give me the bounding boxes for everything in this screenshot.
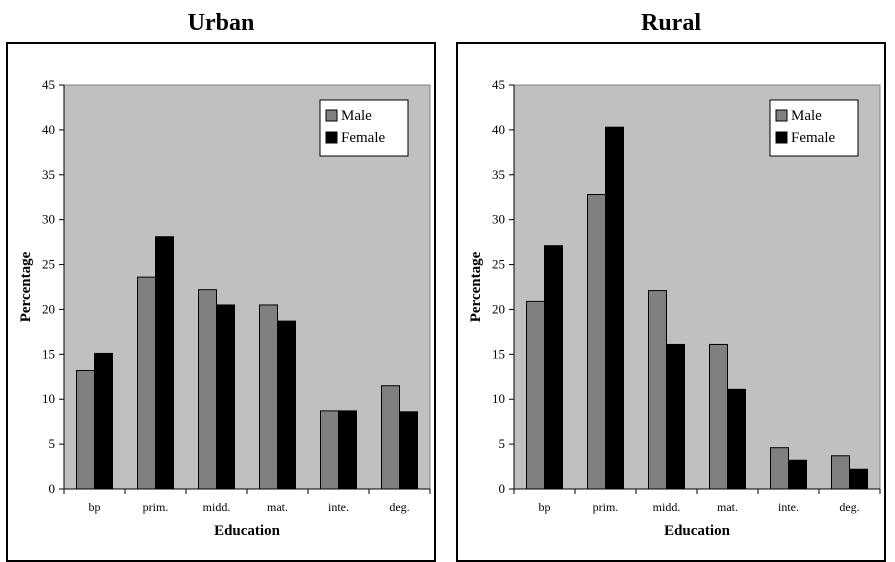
y-axis-title: Percentage xyxy=(18,251,34,322)
y-tick-label: 20 xyxy=(492,301,505,316)
y-tick-label: 45 xyxy=(42,77,55,92)
x-tick-label: bp xyxy=(89,500,101,514)
x-tick-label: prim. xyxy=(593,500,619,514)
chart-title: Rural xyxy=(641,10,701,36)
x-tick-label: inte. xyxy=(778,500,799,514)
bar-male xyxy=(381,385,400,490)
y-tick-label: 30 xyxy=(492,212,505,227)
legend-label-female: Female xyxy=(791,130,835,146)
legend xyxy=(769,99,859,157)
bar-male xyxy=(198,289,217,490)
bar-male xyxy=(648,290,667,490)
x-axis-title: Education xyxy=(664,523,731,539)
y-tick-label: 5 xyxy=(499,436,506,451)
x-tick-label: midd. xyxy=(653,500,681,514)
bar-female xyxy=(544,245,563,490)
bar-male xyxy=(526,300,545,490)
y-axis-title: Percentage xyxy=(468,251,484,322)
urban-bar-chart: 0 5 10 15 20 25 30 35 40 45 bp prim. midd. mat. inte. d… xyxy=(18,77,431,539)
legend-label-male: Male xyxy=(791,108,822,124)
x-tick-label: deg. xyxy=(389,500,409,514)
bar-male xyxy=(770,447,789,490)
bar-male xyxy=(587,194,606,490)
legend xyxy=(319,99,409,157)
y-tick-label: 10 xyxy=(492,391,505,406)
y-tick-label: 40 xyxy=(492,122,505,137)
x-tick-label: bp xyxy=(539,500,551,514)
legend-swatch-male xyxy=(775,109,788,122)
y-tick-label: 0 xyxy=(499,481,506,496)
x-tick-label: deg. xyxy=(839,500,859,514)
bar-female xyxy=(277,320,296,490)
y-tick-label: 40 xyxy=(42,122,55,137)
legend-swatch-female xyxy=(325,131,338,144)
x-tick-label: inte. xyxy=(328,500,349,514)
y-tick-label: 5 xyxy=(49,436,56,451)
x-tick-label: mat. xyxy=(717,500,738,514)
bar-female xyxy=(338,410,357,490)
bar-female xyxy=(94,352,113,490)
bar-female xyxy=(727,388,746,490)
x-tick-label: prim. xyxy=(143,500,169,514)
bar-male xyxy=(76,369,95,490)
bar-female xyxy=(399,411,418,490)
y-tick-label: 45 xyxy=(492,77,505,92)
y-tick-label: 35 xyxy=(42,167,55,182)
y-tick-label: 25 xyxy=(492,257,505,272)
x-tick-label: mat. xyxy=(267,500,288,514)
y-tick-label: 15 xyxy=(42,346,55,361)
x-tick-label: midd. xyxy=(203,500,231,514)
y-tick-label: 20 xyxy=(42,301,55,316)
x-axis-title: Education xyxy=(214,523,281,539)
legend-label-female: Female xyxy=(341,130,385,146)
legend-swatch-female xyxy=(775,131,788,144)
y-tick-label: 35 xyxy=(492,167,505,182)
bar-female xyxy=(666,343,685,490)
bar-male xyxy=(320,410,339,490)
bar-female xyxy=(605,126,624,490)
bar-male xyxy=(831,455,850,490)
bar-female xyxy=(216,304,235,490)
y-tick-label: 25 xyxy=(42,257,55,272)
bar-female xyxy=(155,236,174,490)
urban-panel: Urban 0 5 10 15 20 25 30 35 40 45 bp prim. midd. mat.… xyxy=(0,0,442,562)
bar-male xyxy=(709,343,728,490)
rural-bar-chart: 0 5 10 15 20 25 30 35 40 45 bp prim. midd. mat. inte. d… xyxy=(468,77,881,539)
bar-male xyxy=(259,304,278,490)
y-tick-label: 10 xyxy=(42,391,55,406)
bar-female xyxy=(849,468,868,490)
bar-female xyxy=(788,459,807,490)
y-tick-label: 15 xyxy=(492,346,505,361)
y-tick-label: 30 xyxy=(42,212,55,227)
legend-label-male: Male xyxy=(341,108,372,124)
bar-male xyxy=(137,276,156,490)
chart-title: Urban xyxy=(187,10,255,36)
y-tick-label: 0 xyxy=(49,481,56,496)
rural-panel: Rural 0 5 10 15 20 25 30 35 40 45 bp prim. midd. mat.… xyxy=(450,0,892,562)
legend-swatch-male xyxy=(325,109,338,122)
